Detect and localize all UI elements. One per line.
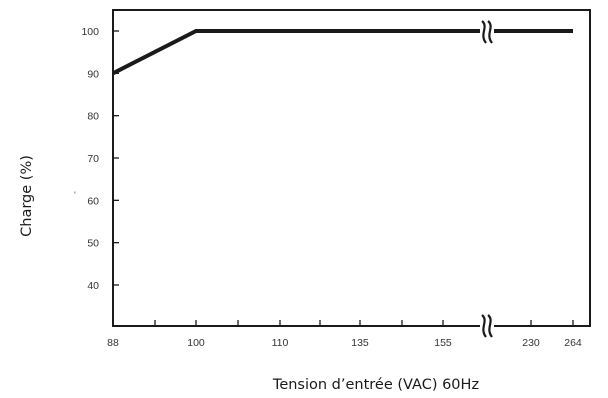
y-axis-title: Charge (%) xyxy=(19,155,35,237)
stray-mark: ' xyxy=(74,190,76,200)
x-tick-label: 100 xyxy=(187,337,205,349)
y-tick-label: 100 xyxy=(81,26,99,38)
x-axis-title: Tension d’entrée (VAC) 60Hz xyxy=(272,377,479,393)
series-line xyxy=(112,29,573,76)
axis-break-markers xyxy=(480,20,494,338)
x-tick-label: 110 xyxy=(272,337,289,349)
y-tick-label: 50 xyxy=(87,238,99,250)
x-tick-label: 155 xyxy=(434,337,452,349)
series-layer xyxy=(112,29,573,76)
x-tick-label: 88 xyxy=(107,337,119,349)
y-tick-label: 90 xyxy=(87,68,99,80)
plot-frame xyxy=(112,9,591,327)
x-tick-label: 135 xyxy=(351,337,369,349)
y-tick-label: 70 xyxy=(87,153,99,165)
y-tick-label: 60 xyxy=(87,195,99,207)
axis-break-top xyxy=(480,20,494,44)
x-axis-ticks: 88 100 110 135 155 230 264 xyxy=(107,320,582,349)
y-tick-label: 40 xyxy=(87,280,99,292)
y-axis-ticks: 100 90 80 70 60 50 40 xyxy=(81,26,119,292)
axis-break-bottom xyxy=(480,314,494,338)
x-tick-label: 230 xyxy=(522,337,540,349)
y-tick-label: 80 xyxy=(87,111,99,123)
x-tick-label: 264 xyxy=(564,337,582,349)
